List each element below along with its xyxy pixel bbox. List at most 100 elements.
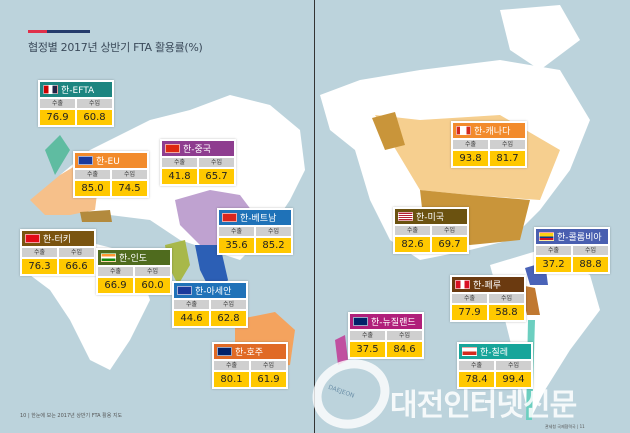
- export-label: 수출: [98, 267, 133, 276]
- import-value: 85.2: [256, 238, 291, 253]
- fta-name: 한-페루: [473, 281, 502, 291]
- export-value: 93.8: [453, 151, 488, 166]
- import-value: 69.7: [432, 237, 467, 252]
- export-value: 44.6: [174, 311, 209, 326]
- import-value: 61.9: [251, 372, 286, 387]
- fta-name: 한-중국: [183, 145, 212, 155]
- fta-card-header: 한-페루: [452, 277, 524, 292]
- map-efta: [45, 135, 70, 175]
- export-label: 수출: [350, 331, 385, 340]
- import-label: 수입: [387, 331, 422, 340]
- map-alaska: [372, 112, 405, 150]
- import-label: 수입: [432, 226, 467, 235]
- eu-flag-icon: [78, 156, 93, 165]
- page-title: 협정별 2017년 상반기 FTA 활용률(%): [28, 41, 203, 54]
- watermark-ring-text: DAEJEON: [327, 383, 356, 400]
- export-value: 35.6: [219, 238, 254, 253]
- fta-name: 한-콜롬비아: [557, 233, 602, 243]
- import-label: 수입: [77, 99, 112, 108]
- import-label: 수입: [199, 158, 234, 167]
- map-greenland: [500, 5, 580, 70]
- fta-card: 한-인도 수출 수입 66.9 60.0: [96, 248, 172, 295]
- fta-name: 한-호주: [235, 348, 264, 358]
- turkey-flag-icon: [25, 234, 40, 243]
- footer-right: 관세청 국제협력국 | 11: [545, 424, 585, 429]
- fta-name: 한-아세안: [195, 287, 232, 297]
- fta-card-header: 한-터키: [22, 231, 94, 246]
- canada-flag-icon: [456, 126, 471, 135]
- import-label: 수입: [490, 140, 525, 149]
- efta-flag-icon: [43, 85, 58, 94]
- fta-name: 한-뉴질랜드: [371, 318, 416, 328]
- fta-name: 한-베트남: [240, 214, 277, 224]
- fta-card-header: 한-인도: [98, 250, 170, 265]
- export-value: 80.1: [214, 372, 249, 387]
- import-value: 66.6: [59, 259, 94, 274]
- export-label: 수출: [22, 248, 57, 257]
- export-label: 수출: [536, 246, 571, 255]
- fta-card: 한-베트남 수출 수입 35.6 85.2: [217, 208, 293, 255]
- fta-card-header: 한-EU: [75, 153, 147, 168]
- vietnam-flag-icon: [222, 213, 237, 222]
- fta-card: 한-미국 수출 수입 82.6 69.7: [393, 207, 469, 254]
- fta-name: 한-EFTA: [61, 86, 95, 96]
- export-value: 66.9: [98, 278, 133, 293]
- fta-card: 한-호주 수출 수입 80.1 61.9: [212, 342, 288, 389]
- asean-flag-icon: [177, 286, 192, 295]
- map-turkey: [80, 210, 112, 222]
- export-value: 41.8: [162, 169, 197, 184]
- export-value: 37.2: [536, 257, 571, 272]
- export-label: 수출: [453, 140, 488, 149]
- fta-name: 한-캐나다: [474, 127, 511, 137]
- export-label: 수출: [75, 170, 110, 179]
- fta-card: 한-콜롬비아 수출 수입 37.2 88.8: [534, 227, 610, 274]
- export-value: 82.6: [395, 237, 430, 252]
- export-value: 76.3: [22, 259, 57, 274]
- import-value: 65.7: [199, 169, 234, 184]
- fta-card-header: 한-캐나다: [453, 123, 525, 138]
- import-label: 수입: [256, 227, 291, 236]
- chile-flag-icon: [462, 347, 477, 356]
- fta-card-header: 한-중국: [162, 141, 234, 156]
- fta-name: 한-터키: [43, 235, 72, 245]
- fta-card: 한-뉴질랜드 수출 수입 37.5 84.6: [348, 312, 424, 359]
- fta-card-header: 한-EFTA: [40, 82, 112, 97]
- import-value: 74.5: [112, 181, 147, 196]
- fta-card: 한-터키 수출 수입 76.3 66.6: [20, 229, 96, 276]
- fta-card-header: 한-콜롬비아: [536, 229, 608, 244]
- fta-card-header: 한-호주: [214, 344, 286, 359]
- fta-card: 한-EFTA 수출 수입 76.9 60.8: [38, 80, 114, 127]
- import-label: 수입: [211, 300, 246, 309]
- import-value: 58.8: [489, 305, 524, 320]
- fta-card: 한-칠레 수출 수입 78.4 99.4: [457, 342, 533, 389]
- import-value: 60.8: [77, 110, 112, 125]
- fta-name: 한-미국: [416, 213, 445, 223]
- import-value: 62.8: [211, 311, 246, 326]
- fta-card: 한-캐나다 수출 수입 93.8 81.7: [451, 121, 527, 168]
- import-label: 수입: [135, 267, 170, 276]
- import-label: 수입: [573, 246, 608, 255]
- export-label: 수출: [214, 361, 249, 370]
- fta-card: 한-페루 수출 수입 77.9 58.8: [450, 275, 526, 322]
- export-value: 76.9: [40, 110, 75, 125]
- watermark-text: 대전인터넷신문: [390, 388, 577, 423]
- export-label: 수출: [219, 227, 254, 236]
- import-label: 수입: [251, 361, 286, 370]
- import-label: 수입: [59, 248, 94, 257]
- export-value: 77.9: [452, 305, 487, 320]
- fta-card: 한-EU 수출 수입 85.0 74.5: [73, 151, 149, 198]
- footer-left: 10 | 한눈에 보는 2017년 상반기 FTA 활용 지도: [20, 413, 123, 419]
- import-label: 수입: [489, 294, 524, 303]
- import-label: 수입: [112, 170, 147, 179]
- australia-flag-icon: [217, 347, 232, 356]
- export-label: 수출: [459, 361, 494, 370]
- fta-name: 한-인도: [119, 254, 148, 264]
- export-label: 수출: [452, 294, 487, 303]
- export-value: 37.5: [350, 342, 385, 357]
- page-divider: [314, 0, 315, 433]
- newzealand-flag-icon: [353, 317, 368, 326]
- fta-name: 한-EU: [96, 157, 120, 167]
- import-value: 84.6: [387, 342, 422, 357]
